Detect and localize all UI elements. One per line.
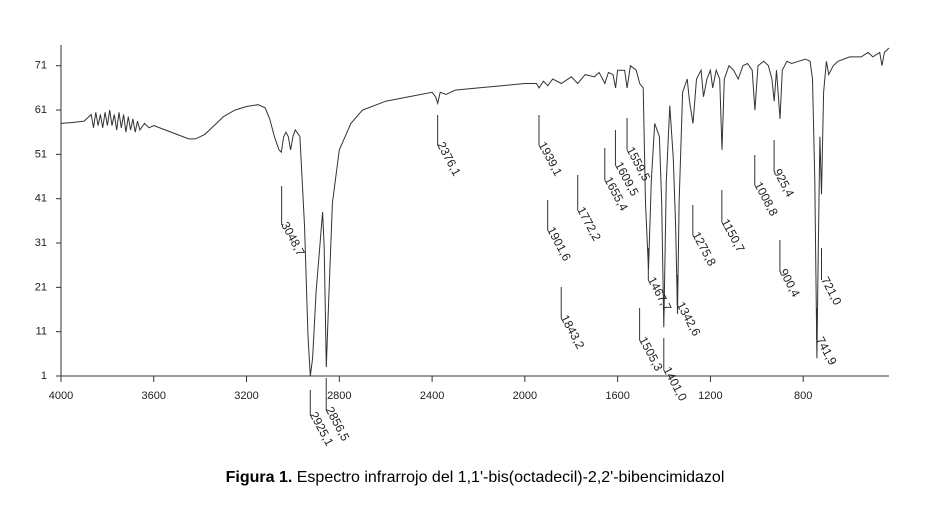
y-tick-label: 21 (35, 281, 47, 293)
y-tick-label: 51 (35, 148, 47, 160)
x-tick-label: 3600 (142, 390, 166, 402)
peak-label: 1772,2 (574, 204, 604, 243)
x-tick-label: 2000 (513, 390, 537, 402)
peak-label: 1008,8 (751, 179, 781, 218)
peak-label: 3048,7 (278, 219, 308, 258)
caption-text: Espectro infrarrojo del 1,1'-bis(octadec… (297, 469, 725, 486)
x-tick-label: 3200 (234, 390, 258, 402)
peak-label: 1505,3 (636, 334, 666, 373)
y-tick-label: 41 (35, 193, 47, 205)
peak-label: 1275,8 (689, 229, 719, 268)
peak-label: 1401,0 (660, 364, 690, 403)
y-tick-label: 1 (41, 370, 47, 382)
peak-label: 925,4 (771, 166, 798, 199)
caption: Figura 1. Espectro infrarrojo del 1,1'-b… (226, 469, 725, 486)
x-tick-label: 1200 (698, 390, 722, 402)
peak-label: 900,4 (776, 266, 803, 299)
x-tick-label: 2400 (420, 390, 444, 402)
peak-label: 1939,1 (536, 139, 566, 178)
spectrum-line (60, 47, 890, 377)
y-tick-label: 71 (35, 60, 47, 72)
caption-label: Figura 1. (226, 469, 293, 486)
peak-label: 1342,6 (674, 299, 704, 338)
y-tick-label: 11 (36, 326, 47, 338)
peak-label: 1901,6 (544, 224, 574, 263)
x-tick-label: 2800 (327, 390, 351, 402)
peak-label: 1467,7 (645, 274, 675, 313)
peak-label: 721,0 (818, 274, 845, 307)
peak-label: 1150,7 (718, 216, 747, 254)
peak-label: 1843,2 (558, 312, 588, 351)
x-tick-label: 4000 (49, 390, 73, 402)
x-tick-label: 800 (794, 390, 812, 402)
peak-label: 2376,1 (434, 139, 464, 178)
y-tick-label: 31 (35, 237, 47, 249)
y-tick-label: 61 (35, 104, 47, 116)
x-tick-label: 1600 (605, 390, 629, 402)
